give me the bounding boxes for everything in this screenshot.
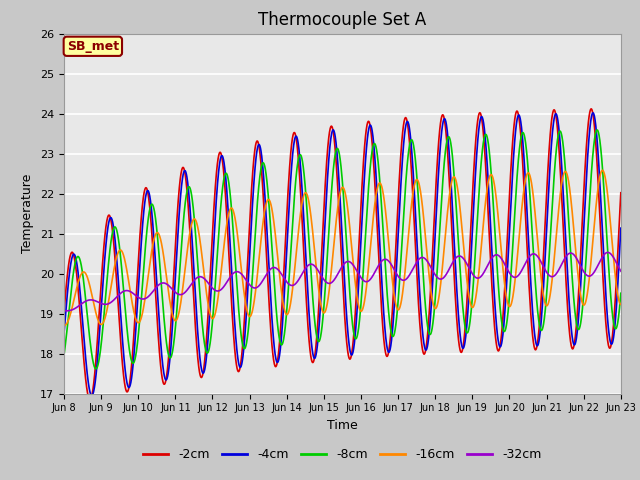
-16cm <box>274 254 282 260</box>
-8cm <box>157 274 164 279</box>
-32cm <box>124 288 132 294</box>
-16cm <box>60 323 68 328</box>
-4cm <box>60 331 68 336</box>
-16cm <box>546 292 554 298</box>
-32cm <box>617 268 625 274</box>
-32cm <box>60 308 68 313</box>
-8cm <box>124 333 132 338</box>
-16cm <box>598 168 606 173</box>
-2cm <box>86 397 94 403</box>
-4cm <box>274 360 282 365</box>
-32cm <box>157 281 164 287</box>
-4cm <box>606 338 614 344</box>
-2cm <box>124 388 132 394</box>
-2cm <box>617 190 625 195</box>
-8cm <box>546 239 554 244</box>
-8cm <box>274 323 282 329</box>
-32cm <box>274 266 282 272</box>
-2cm <box>274 357 282 362</box>
-4cm <box>589 110 596 116</box>
-2cm <box>157 364 164 370</box>
Line: -32cm: -32cm <box>64 252 621 311</box>
Text: SB_met: SB_met <box>67 40 119 53</box>
-4cm <box>124 383 132 388</box>
-16cm <box>124 273 132 278</box>
-4cm <box>546 162 554 168</box>
-16cm <box>298 202 306 207</box>
-4cm <box>298 182 306 188</box>
-4cm <box>617 225 625 231</box>
-2cm <box>60 310 68 315</box>
-4cm <box>157 340 164 346</box>
-16cm <box>157 237 164 243</box>
-2cm <box>546 133 554 139</box>
-32cm <box>604 250 612 255</box>
Line: -16cm: -16cm <box>64 170 621 325</box>
-8cm <box>606 287 614 292</box>
Title: Thermocouple Set A: Thermocouple Set A <box>259 11 426 29</box>
-8cm <box>617 290 625 296</box>
-8cm <box>60 352 68 358</box>
-32cm <box>546 273 554 279</box>
-32cm <box>606 251 614 256</box>
-2cm <box>298 212 306 218</box>
-4cm <box>88 393 95 398</box>
-32cm <box>298 272 306 277</box>
-16cm <box>617 301 625 307</box>
Y-axis label: Temperature: Temperature <box>22 174 35 253</box>
-2cm <box>606 345 614 351</box>
-2cm <box>588 106 595 112</box>
Line: -4cm: -4cm <box>64 113 621 396</box>
Line: -8cm: -8cm <box>64 130 621 369</box>
-16cm <box>60 323 68 328</box>
-16cm <box>606 218 614 224</box>
Line: -2cm: -2cm <box>64 109 621 400</box>
-8cm <box>92 366 100 372</box>
-32cm <box>62 308 70 314</box>
-8cm <box>298 156 306 161</box>
-8cm <box>593 127 601 133</box>
Legend: -2cm, -4cm, -8cm, -16cm, -32cm: -2cm, -4cm, -8cm, -16cm, -32cm <box>138 443 547 466</box>
X-axis label: Time: Time <box>327 419 358 432</box>
